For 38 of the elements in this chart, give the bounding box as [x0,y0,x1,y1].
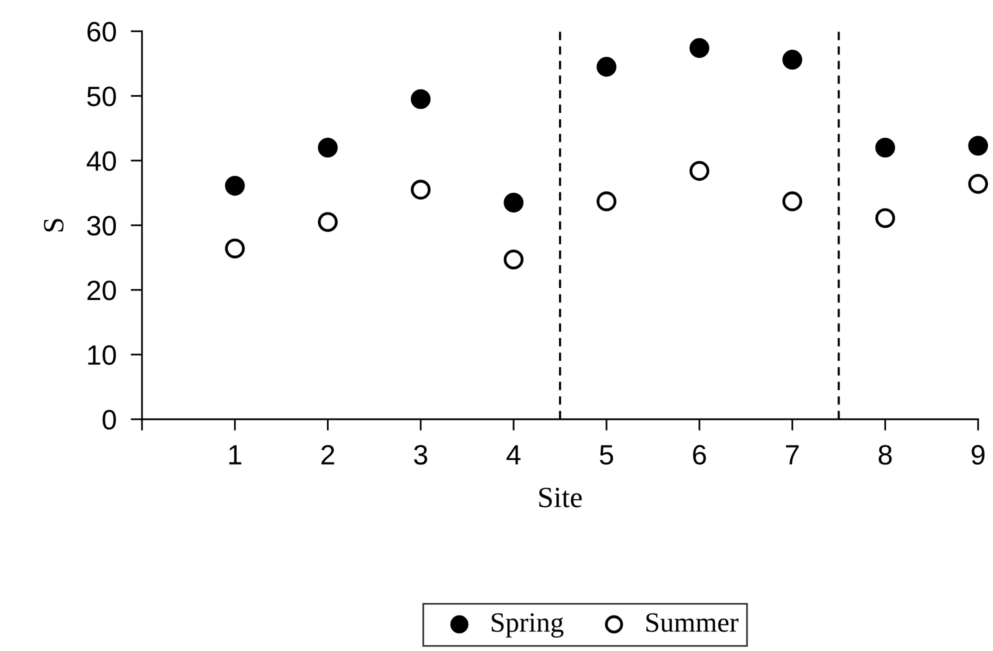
point [410,89,431,110]
point [225,176,245,196]
legend-label: Summer [646,613,738,632]
point [875,208,896,228]
point [504,250,524,270]
y-tick-label: 60 [88,22,116,42]
point [968,174,988,194]
point [968,136,988,156]
y-tick-label: 30 [87,216,116,236]
point [504,192,524,213]
x-tick-label: 3 [414,444,428,465]
point [318,212,338,232]
y-tick-label: 20 [88,280,116,300]
y-tick-label: 40 [86,151,116,171]
x-tick-label: 9 [972,444,985,465]
point [318,138,338,158]
point [410,180,431,200]
x-tick-label: 4 [506,445,521,464]
point [690,161,710,181]
point [690,38,710,58]
x-tick-label: 5 [600,445,614,465]
point [596,191,616,212]
point [596,56,616,77]
point [225,238,245,258]
point [875,138,896,158]
x-axis-title: Site [539,488,582,508]
y-axis-title: S [44,218,64,232]
legend-label: Spring [492,613,564,638]
point [782,191,802,212]
point [782,50,802,70]
x-tick-label: 6 [693,444,706,465]
y-tick-label: 50 [87,86,116,106]
x-tick-label: 2 [321,444,334,464]
x-tick-label: 7 [786,445,799,464]
y-tick-label: 10 [88,345,116,365]
y-tick-label: 0 [102,410,116,430]
x-tick-label: 1 [229,445,242,464]
x-tick-label: 8 [878,444,892,465]
